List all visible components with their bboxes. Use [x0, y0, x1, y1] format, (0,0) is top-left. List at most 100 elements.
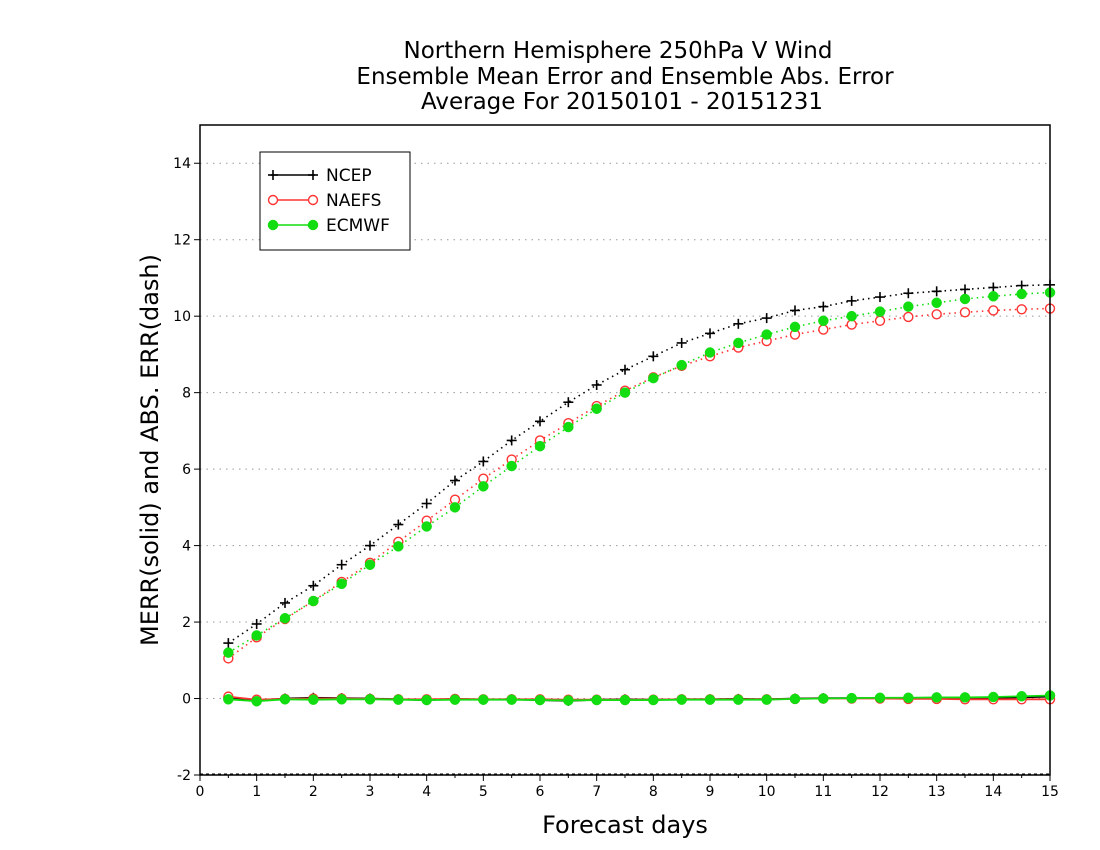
- legend-label: NAEFS: [326, 191, 381, 211]
- legend-marker: [267, 194, 279, 206]
- abs-err-point: [308, 580, 319, 591]
- abs-err-point: [450, 475, 460, 486]
- mean-err-point: [761, 694, 772, 705]
- y-tick-label: -2: [177, 768, 191, 784]
- mean-err-point: [421, 694, 432, 706]
- mean-err-point: [903, 692, 914, 704]
- abs-err-point: [733, 337, 744, 349]
- abs-err-point: [676, 337, 687, 348]
- abs-err-point: [988, 305, 999, 316]
- mean-err-point: [364, 694, 376, 705]
- mean-err-point: [251, 695, 262, 707]
- abs-err-point: [223, 647, 234, 658]
- abs-err-point: [960, 284, 970, 295]
- mean-err-point: [704, 694, 716, 705]
- abs-err-point: [336, 578, 347, 590]
- abs-err-point: [591, 380, 602, 390]
- abs-err-point: [1016, 288, 1027, 300]
- x-tick-label: 0: [196, 784, 205, 800]
- abs-err-point: [790, 305, 800, 316]
- abs-err-line: [227, 307, 1051, 660]
- x-tick-label: 1: [252, 784, 261, 800]
- abs-err-point: [393, 541, 404, 552]
- x-tick-label: 11: [814, 784, 832, 800]
- abs-err-point: [903, 311, 914, 323]
- mean-err-point: [846, 692, 857, 704]
- abs-err-point: [393, 519, 404, 530]
- abs-err-point: [534, 440, 546, 452]
- title-line-3: Average For 20150101 - 20151231: [421, 89, 823, 115]
- abs-err-point: [280, 597, 290, 608]
- abs-err-point: [421, 498, 432, 509]
- legend-marker: [307, 219, 319, 231]
- abs-err-line: [227, 284, 1051, 644]
- abs-err-point: [478, 456, 489, 467]
- mean-err-point: [818, 693, 829, 704]
- y-tick-label: 6: [182, 462, 191, 478]
- mean-err-point: [308, 694, 319, 705]
- abs-err-point: [308, 595, 319, 607]
- abs-err-point: [449, 502, 461, 513]
- abs-err-point: [959, 293, 971, 305]
- legend-label: ECMWF: [326, 216, 390, 236]
- x-tick-label: 3: [366, 784, 375, 800]
- x-tick-label: 6: [536, 784, 545, 800]
- abs-err-point: [818, 315, 829, 327]
- legend-marker: [307, 194, 319, 206]
- abs-err-point: [535, 416, 545, 427]
- series-ecmwf: [223, 287, 1056, 707]
- legend-item-ecmwf: ECMWF: [267, 216, 390, 236]
- abs-err-point: [959, 307, 971, 318]
- abs-err-point: [648, 372, 659, 384]
- abs-err-point: [988, 291, 999, 302]
- abs-err-point: [761, 313, 772, 324]
- chart-title: Northern Hemisphere 250hPa V Wind Ensemb…: [356, 38, 894, 115]
- abs-err-point: [620, 364, 630, 375]
- abs-err-point: [648, 351, 659, 362]
- mean-err-point: [534, 694, 546, 706]
- abs-err-point: [931, 286, 942, 297]
- abs-err-point: [874, 306, 886, 317]
- x-axis-label: Forecast days: [542, 811, 708, 839]
- mean-err-point: [449, 694, 461, 705]
- abs-err-point: [704, 347, 716, 358]
- legend-item-ncep: NCEP: [268, 166, 372, 186]
- abs-err-point: [931, 297, 942, 309]
- abs-err-point: [874, 315, 886, 326]
- abs-err-point: [733, 318, 744, 329]
- x-tick-label: 4: [422, 784, 431, 800]
- y-tick-label: 10: [173, 309, 191, 325]
- legend: NCEP NAEFS ECMWF: [259, 151, 411, 251]
- legend-marker: [268, 170, 278, 180]
- title-line-1: Northern Hemisphere 250hPa V Wind: [404, 38, 833, 64]
- legend-label: NCEP: [326, 166, 372, 186]
- mean-err-point: [478, 694, 489, 705]
- abs-err-point: [336, 559, 347, 570]
- legend-marker: [267, 219, 279, 231]
- mean-err-point: [789, 693, 801, 705]
- mean-err-point: [563, 695, 574, 706]
- legend-marker: [308, 170, 318, 180]
- mean-err-point: [931, 692, 942, 703]
- x-tick-label: 2: [309, 784, 318, 800]
- mean-err-point: [336, 694, 347, 705]
- mean-err-point: [591, 694, 602, 706]
- abs-err-point: [563, 421, 574, 433]
- abs-err-point: [875, 292, 885, 303]
- abs-err-line: [227, 291, 1051, 654]
- x-axis: 0 1 2 3 4 5 6 7 8 9 10 11 12 13 14 15: [196, 775, 1059, 800]
- abs-err-point: [364, 559, 376, 570]
- abs-err-point: [761, 329, 772, 340]
- y-tick-label: 0: [182, 692, 191, 708]
- abs-err-point: [563, 397, 574, 408]
- x-tick-label: 9: [706, 784, 715, 800]
- mean-err-point: [988, 691, 999, 703]
- abs-err-point: [818, 324, 829, 335]
- x-tick-label: 7: [592, 784, 601, 800]
- mean-err-point: [223, 694, 234, 705]
- abs-err-point: [506, 460, 517, 472]
- x-tick-label: 8: [649, 784, 658, 800]
- x-tick-label: 10: [758, 784, 776, 800]
- abs-err-point: [251, 618, 262, 629]
